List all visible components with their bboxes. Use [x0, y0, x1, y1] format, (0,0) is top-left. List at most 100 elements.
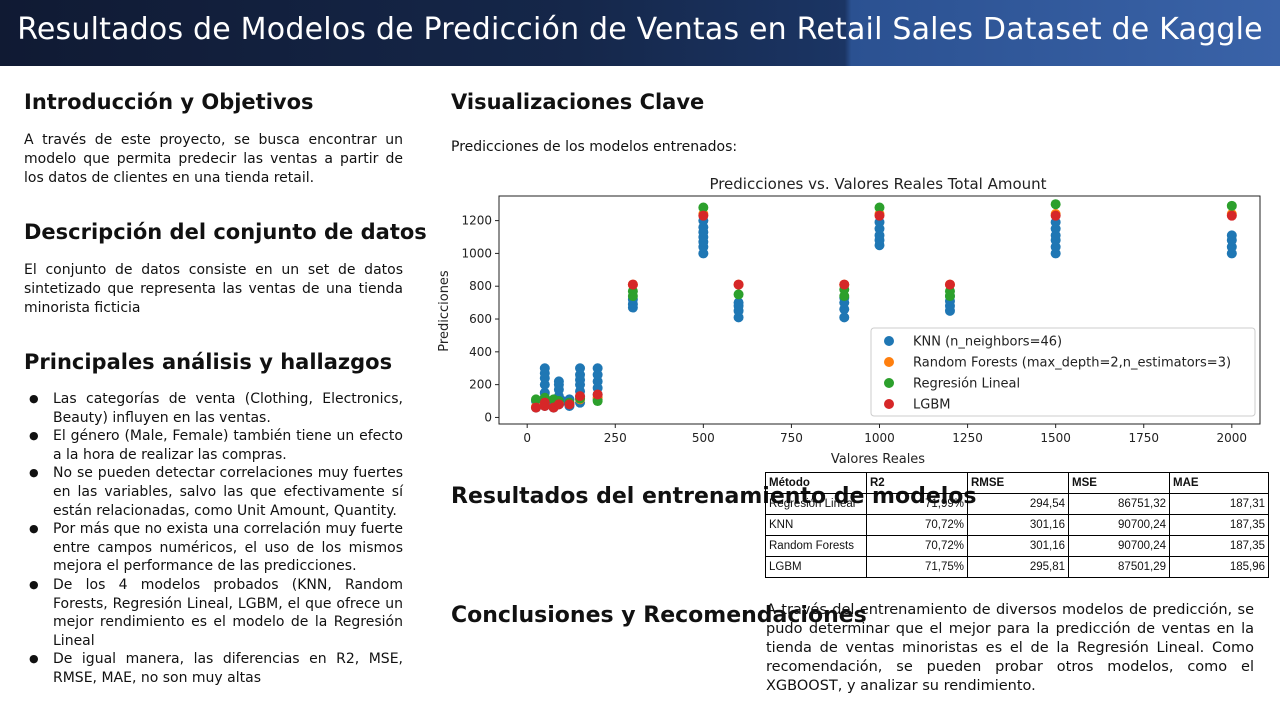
data-point: [575, 363, 586, 374]
data-point: [1226, 230, 1237, 241]
column-header: RMSE: [967, 472, 1069, 494]
data-point: [874, 210, 885, 221]
conclusions-heading: Conclusiones y Recomendaciones: [451, 603, 867, 628]
table-cell: 90700,24: [1068, 535, 1170, 557]
legend-marker: [884, 336, 894, 346]
y-tick-label: 600: [469, 312, 492, 326]
conclusions-text: A través del entrenamiento de diversos m…: [766, 602, 1254, 694]
y-tick-label: 1000: [461, 246, 492, 260]
data-point: [839, 279, 850, 290]
data-point: [575, 391, 586, 402]
chart-title: Predicciones vs. Valores Reales Total Am…: [709, 175, 1046, 193]
y-tick-label: 200: [469, 378, 492, 392]
table-cell: LGBM: [765, 556, 867, 578]
data-point: [539, 397, 550, 408]
finding-item: Las categorías de venta (Clothing, Elect…: [24, 390, 403, 427]
legend-marker: [884, 357, 894, 367]
table-cell: 86751,32: [1068, 493, 1170, 515]
data-point: [627, 279, 638, 290]
x-tick-label: 750: [780, 431, 803, 445]
table-cell: 187,35: [1169, 535, 1269, 557]
data-point: [1050, 199, 1061, 210]
table-row: LGBM 71,75% 295,81 87501,29 185,96: [765, 556, 1269, 578]
findings-list: Las categorías de venta (Clothing, Elect…: [24, 390, 403, 688]
data-point: [553, 376, 564, 387]
data-point: [1226, 200, 1237, 211]
y-tick-label: 1200: [461, 214, 492, 228]
data-point: [698, 210, 709, 221]
y-tick-label: 400: [469, 345, 492, 359]
viz-subtitle: Predicciones de los modelos entrenados:: [451, 139, 738, 155]
table-cell: 294,54: [967, 493, 1069, 515]
finding-item: De igual manera, las diferencias en R2, …: [24, 650, 403, 687]
scatter-chart: Predicciones vs. Valores Reales Total Am…: [437, 175, 1261, 467]
table-cell: KNN: [765, 514, 867, 536]
finding-item: No se pueden detectar correlaciones muy …: [24, 464, 403, 520]
finding-item: Por más que no exista una correlación mu…: [24, 520, 403, 576]
column-header: MAE: [1169, 472, 1269, 494]
table-cell: 71,75%: [866, 556, 968, 578]
legend-marker: [884, 399, 894, 409]
x-tick-label: 250: [604, 431, 627, 445]
title-banner: Resultados de Modelos de Predicción de V…: [0, 0, 1280, 66]
table-cell: 90700,24: [1068, 514, 1170, 536]
viz-heading: Visualizaciones Clave: [451, 90, 705, 114]
data-point: [592, 363, 603, 374]
data-point: [564, 399, 575, 410]
table-cell: 70,72%: [866, 514, 968, 536]
table-cell: Random Forests: [765, 535, 867, 557]
y-tick-label: 0: [484, 410, 492, 424]
x-tick-label: 0: [523, 431, 531, 445]
data-point: [839, 312, 850, 323]
dataset-text: El conjunto de datos consiste en un set …: [24, 262, 403, 316]
table-cell: 187,35: [1169, 514, 1269, 536]
finding-item: El género (Male, Female) también tiene u…: [24, 427, 403, 464]
legend-marker: [884, 378, 894, 388]
table-row: Random Forests 70,72% 301,16 90700,24 18…: [765, 535, 1269, 557]
chart-xlabel: Valores Reales: [831, 452, 925, 467]
table-cell: 71,99%: [866, 493, 968, 515]
table-cell: 185,96: [1169, 556, 1269, 578]
data-point: [874, 202, 885, 213]
data-point: [1050, 210, 1061, 221]
table-row: KNN 70,72% 301,16 90700,24 187,35: [765, 514, 1269, 536]
finding-item: De los 4 modelos probados (KNN, Random F…: [24, 576, 403, 650]
column-header: Método: [765, 472, 867, 494]
table-header-row: Método R2 RMSE MSE MAE: [765, 472, 1269, 494]
table-cell: 87501,29: [1068, 556, 1170, 578]
x-tick-label: 1500: [1040, 431, 1071, 445]
chart-ylabel: Predicciones: [437, 270, 452, 352]
data-point: [1226, 210, 1237, 221]
data-point: [733, 279, 744, 290]
table-cell: 70,72%: [866, 535, 968, 557]
table-cell: 301,16: [967, 535, 1069, 557]
data-point: [733, 289, 744, 300]
dataset-heading: Descripción del conjunto de datos: [24, 220, 427, 244]
legend-label: Random Forests (max_depth=2,n_estimators…: [913, 356, 1231, 371]
data-point: [698, 202, 709, 213]
legend-label: KNN (n_neighbors=46): [913, 335, 1062, 350]
data-point: [539, 363, 550, 374]
data-point: [530, 402, 541, 413]
table-cell: 295,81: [967, 556, 1069, 578]
results-table: Método R2 RMSE MSE MAE Regresión Lineal …: [765, 472, 1269, 578]
y-tick-label: 800: [469, 279, 492, 293]
data-point: [944, 279, 955, 290]
chart-legend: [870, 327, 1256, 417]
legend-label: Regresión Lineal: [913, 377, 1020, 392]
table-cell: 187,31: [1169, 493, 1269, 515]
x-tick-label: 1750: [1128, 431, 1159, 445]
legend-label: LGBM: [913, 398, 950, 413]
intro-text: A través de este proyecto, se busca enco…: [24, 132, 403, 186]
intro-heading: Introducción y Objetivos: [24, 90, 314, 114]
table-cell: Regresión Lineal: [765, 493, 867, 515]
page-title: Resultados de Modelos de Predicción de V…: [17, 12, 1263, 47]
x-tick-label: 500: [692, 431, 715, 445]
table-row: Regresión Lineal 71,99% 294,54 86751,32 …: [765, 493, 1269, 515]
x-tick-label: 1250: [952, 431, 983, 445]
column-header: R2: [866, 472, 968, 494]
x-tick-label: 1000: [864, 431, 895, 445]
data-point: [530, 394, 541, 405]
column-header: MSE: [1068, 472, 1170, 494]
findings-heading: Principales análisis y hallazgos: [24, 350, 393, 374]
